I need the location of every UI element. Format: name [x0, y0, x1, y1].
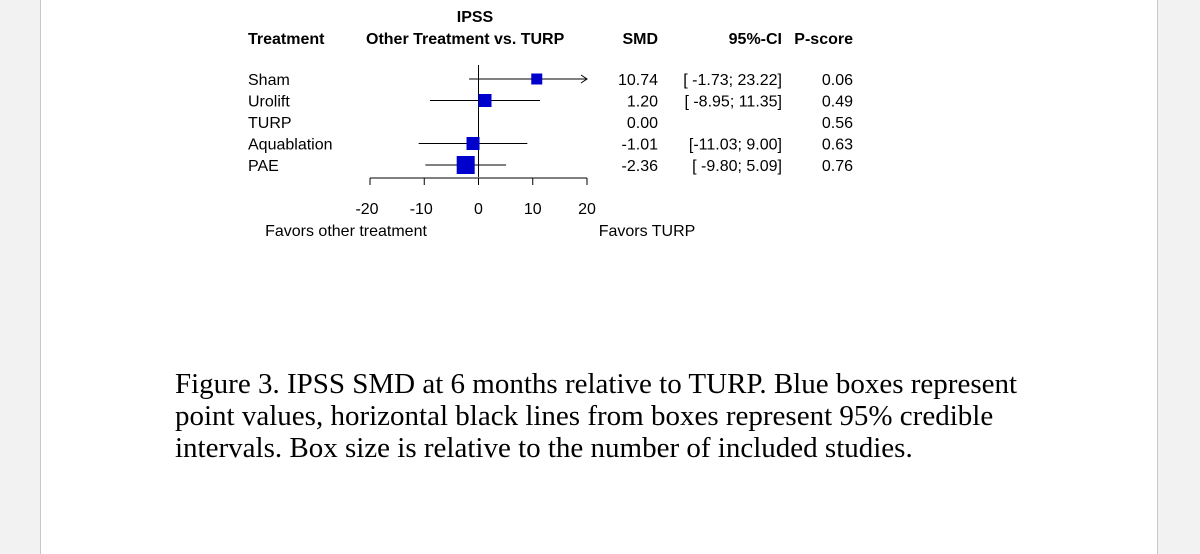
row-label: Sham	[248, 72, 290, 89]
row-pscore: 0.56	[822, 115, 853, 132]
row-ci: [-11.03; 9.00]	[689, 137, 782, 154]
x-axis: -20 -10 0 10 20	[355, 177, 596, 218]
row-label: TURP	[248, 115, 292, 132]
header-smd: SMD	[622, 31, 658, 48]
tick-label: 0	[474, 201, 483, 218]
point-box	[531, 73, 543, 85]
forest-plot: IPSS Treatment Other Treatment vs. TURP …	[248, 9, 853, 240]
right-margin-border	[1157, 0, 1158, 554]
row-smd: 0.00	[627, 115, 658, 132]
rows-layer: Sham 10.74 [ -1.73; 23.22] 0.06 Urolift 1.20 […	[248, 65, 853, 177]
row-label: Aquablation	[248, 137, 333, 154]
row-label: PAE	[248, 158, 279, 175]
row-label: Urolift	[248, 94, 290, 111]
favors-right-label: Favors TURP	[599, 223, 696, 240]
row-pscore: 0.49	[822, 94, 853, 111]
point-box	[466, 137, 480, 150]
row-pscore: 0.76	[822, 158, 853, 175]
row-ci: [ -8.95; 11.35]	[684, 94, 782, 111]
figure-caption: Figure 3. IPSS SMD at 6 months relative …	[175, 368, 1018, 464]
row-pscore: 0.06	[822, 72, 853, 89]
tick-label: 20	[578, 201, 596, 218]
row-ci: [ -1.73; 23.22]	[683, 72, 782, 89]
left-margin-border	[40, 0, 41, 554]
row-smd: 10.74	[618, 72, 658, 89]
header-pscore: P-score	[794, 31, 853, 48]
row-pscore: 0.63	[822, 137, 853, 154]
point-box	[456, 156, 475, 174]
tick-label: -10	[410, 201, 433, 218]
header-comparison: Other Treatment vs. TURP	[366, 31, 565, 48]
row-smd: 1.20	[627, 94, 658, 111]
row-smd: -2.36	[622, 158, 659, 175]
left-margin	[0, 0, 40, 554]
row-ci: [ -9.80; 5.09]	[692, 158, 782, 175]
favors-left-label: Favors other treatment	[265, 223, 427, 240]
tick-label: -20	[355, 201, 378, 218]
right-margin	[1158, 0, 1200, 554]
header-treatment: Treatment	[248, 31, 325, 48]
chart-title: IPSS	[457, 9, 494, 26]
tick-label: 10	[524, 201, 542, 218]
point-box	[478, 94, 492, 107]
row-smd: -1.01	[622, 137, 659, 154]
ci-arrow	[580, 74, 588, 84]
header-ci: 95%-CI	[729, 31, 782, 48]
